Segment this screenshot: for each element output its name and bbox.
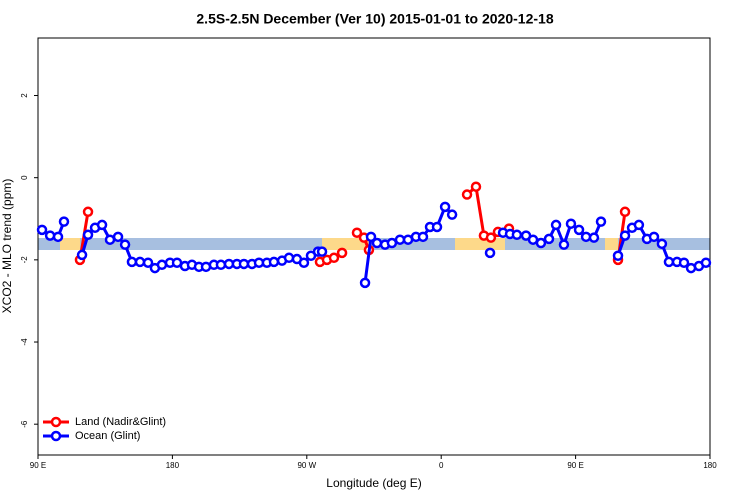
land-band <box>60 238 80 250</box>
data-point <box>543 233 555 245</box>
series-line <box>78 183 627 264</box>
land-band <box>605 238 618 250</box>
data-point <box>82 229 94 241</box>
data-point <box>268 256 280 268</box>
land-band <box>455 238 505 250</box>
x-tick-label: 90 E <box>30 461 46 470</box>
data-point <box>336 247 348 259</box>
data-point <box>461 189 473 200</box>
x-tick-label: 90 W <box>297 461 316 470</box>
data-point <box>431 221 443 233</box>
data-point <box>439 201 451 213</box>
y-tick-label: -4 <box>20 338 29 346</box>
y-tick-label: 2 <box>20 93 29 98</box>
data-point <box>573 224 585 236</box>
data-point <box>126 256 138 268</box>
legend-marker <box>50 430 62 442</box>
data-point <box>619 206 631 218</box>
data-point <box>351 227 363 238</box>
legend-label: Ocean (Glint) <box>75 430 140 442</box>
data-point <box>565 218 577 229</box>
data-point <box>511 229 523 241</box>
y-axis-label: XCO2 - MLO trend (ppm) <box>0 179 14 314</box>
data-point <box>595 216 607 227</box>
x-tick-label: 90 E <box>567 461 583 470</box>
data-point <box>58 216 70 227</box>
data-point <box>365 231 377 243</box>
data-point <box>484 247 496 259</box>
data-point <box>663 256 675 268</box>
data-point <box>446 209 458 220</box>
land-band <box>322 238 370 250</box>
data-point <box>142 257 154 268</box>
data-point <box>612 250 624 261</box>
data-point <box>52 231 64 243</box>
data-point <box>316 246 328 257</box>
x-tick-label: 180 <box>166 461 180 470</box>
data-point <box>104 234 116 245</box>
data-point <box>371 237 383 249</box>
data-point <box>394 234 406 245</box>
x-axis-label: Longitude (deg E) <box>326 476 421 490</box>
data-point <box>215 259 227 271</box>
data-point <box>96 219 108 231</box>
y-tick-label: -6 <box>20 420 29 428</box>
legend-label: Land (Nadir&Glint) <box>75 416 166 428</box>
data-point <box>550 219 562 231</box>
data-point <box>76 249 88 261</box>
data-point <box>386 237 398 249</box>
data-point <box>328 252 340 264</box>
data-point <box>44 230 56 241</box>
data-point <box>485 232 497 243</box>
data-point <box>283 252 295 264</box>
data-point <box>36 224 48 236</box>
plot-frame <box>37 37 711 456</box>
data-point <box>588 232 600 243</box>
data-point <box>535 237 547 249</box>
data-point <box>298 257 310 268</box>
data-point <box>470 181 482 192</box>
data-point <box>119 239 131 250</box>
data-point <box>656 238 668 250</box>
data-point <box>648 231 660 243</box>
x-tick-label: 180 <box>703 461 717 470</box>
data-point <box>238 258 250 270</box>
data-point <box>633 219 645 231</box>
data-point <box>558 239 570 250</box>
data-point <box>112 231 124 243</box>
data-point <box>82 206 94 218</box>
y-tick-label: -2 <box>20 256 29 264</box>
legend-marker <box>50 416 62 428</box>
data-point <box>134 256 146 268</box>
data-point <box>359 277 371 289</box>
y-tick-label: 0 <box>20 175 29 180</box>
data-point <box>678 257 690 268</box>
data-point <box>619 230 631 241</box>
data-point <box>156 259 168 271</box>
data-point <box>417 231 429 243</box>
chart-title: 2.5S-2.5N December (Ver 10) 2015-01-01 t… <box>196 11 553 27</box>
data-point <box>700 257 712 268</box>
x-tick-label: 0 <box>439 461 444 470</box>
